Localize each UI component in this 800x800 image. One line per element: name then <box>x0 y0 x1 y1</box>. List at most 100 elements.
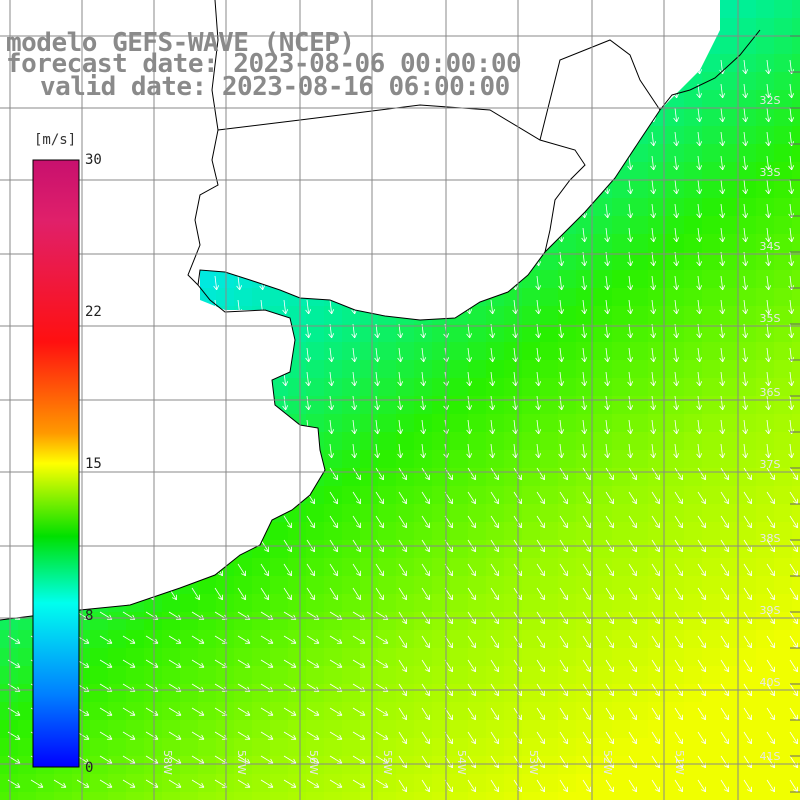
wind-cell <box>630 756 648 774</box>
wind-arrow <box>398 659 407 673</box>
wind-cell <box>540 540 558 558</box>
wind-arrow <box>697 659 706 673</box>
wind-cell <box>738 126 756 144</box>
wind-arrow <box>536 515 545 529</box>
wind-cell <box>720 270 738 288</box>
wind-arrow <box>696 155 703 171</box>
wind-cell <box>126 756 144 774</box>
wind-cell <box>684 630 702 648</box>
wind-cell <box>684 288 702 306</box>
wind-arrow <box>374 347 381 363</box>
wind-cell <box>306 738 324 756</box>
wind-cell <box>720 630 738 648</box>
wind-arrow <box>743 563 752 577</box>
wind-cell <box>522 684 540 702</box>
wind-arrow <box>674 635 683 649</box>
wind-cell <box>270 522 288 540</box>
wind-cell <box>774 306 792 324</box>
wind-arrow <box>720 467 729 481</box>
wind-arrow <box>30 779 44 788</box>
wind-arrow <box>305 371 312 387</box>
wind-cell <box>756 594 774 612</box>
wind-cell <box>486 414 504 432</box>
wind-cell <box>216 594 234 612</box>
wind-cell <box>324 648 342 666</box>
wind-arrow <box>720 491 729 505</box>
wind-cell <box>576 342 594 360</box>
wind-cell <box>450 324 468 342</box>
wind-cell <box>108 648 126 666</box>
wind-cell <box>432 540 450 558</box>
wind-cell <box>684 792 702 800</box>
wind-cell <box>288 648 306 666</box>
wind-cell <box>306 378 324 396</box>
wind-cell <box>126 684 144 702</box>
wind-cell <box>702 756 720 774</box>
wind-cell <box>756 432 774 450</box>
colorbar-tick-22: 22 <box>85 304 102 320</box>
wind-cell <box>666 378 684 396</box>
wind-arrow <box>582 515 591 529</box>
wind-cell <box>792 180 800 198</box>
wind-cell <box>720 54 738 72</box>
wind-cell <box>108 684 126 702</box>
wind-cell <box>648 306 666 324</box>
wind-arrow <box>650 299 657 315</box>
wind-arrow <box>191 755 205 764</box>
wind-cell <box>756 126 774 144</box>
wind-cell <box>54 774 72 792</box>
wind-cell <box>702 486 720 504</box>
wind-cell <box>630 648 648 666</box>
wind-cell <box>252 792 270 800</box>
wind-arrow <box>306 563 315 577</box>
wind-cell <box>72 792 90 800</box>
wind-arrow <box>489 419 496 435</box>
wind-arrow <box>719 131 726 147</box>
wind-cell <box>414 774 432 792</box>
wind-cell <box>702 450 720 468</box>
wind-cell <box>666 288 684 306</box>
wind-arrow <box>696 131 703 147</box>
wind-cell <box>558 648 576 666</box>
wind-cell <box>252 648 270 666</box>
wind-cell <box>720 738 738 756</box>
wind-cell <box>720 90 738 108</box>
wind-cell <box>270 756 288 774</box>
wind-arrow <box>674 659 683 673</box>
wind-cell <box>558 342 576 360</box>
wind-cell <box>342 684 360 702</box>
wind-cell <box>90 612 108 630</box>
wind-cell <box>792 162 800 180</box>
wind-cell <box>720 342 738 360</box>
wind-cell <box>306 522 324 540</box>
wind-cell <box>378 576 396 594</box>
wind-arrow <box>696 347 703 363</box>
wind-arrow <box>789 779 798 793</box>
wind-cell <box>612 486 630 504</box>
wind-cell <box>450 594 468 612</box>
wind-cell <box>270 558 288 576</box>
wind-cell <box>612 648 630 666</box>
wind-cell <box>702 126 720 144</box>
wind-cell <box>360 486 378 504</box>
wind-arrow <box>536 587 545 601</box>
wind-cell <box>486 720 504 738</box>
wind-cell <box>612 306 630 324</box>
wind-cell <box>630 522 648 540</box>
wind-arrow <box>329 635 343 644</box>
wind-cell <box>396 504 414 522</box>
wind-cell <box>234 576 252 594</box>
wind-cell <box>0 684 18 702</box>
wind-cell <box>504 486 522 504</box>
wind-cell <box>342 432 360 450</box>
wind-cell <box>756 648 774 666</box>
wind-arrow <box>467 779 476 793</box>
wind-cell <box>306 594 324 612</box>
wind-cell <box>684 486 702 504</box>
wind-arrow <box>329 755 343 764</box>
wind-cell <box>702 792 720 800</box>
wind-cell <box>450 504 468 522</box>
wind-cell <box>432 666 450 684</box>
wind-arrow <box>375 755 389 764</box>
wind-cell <box>702 306 720 324</box>
